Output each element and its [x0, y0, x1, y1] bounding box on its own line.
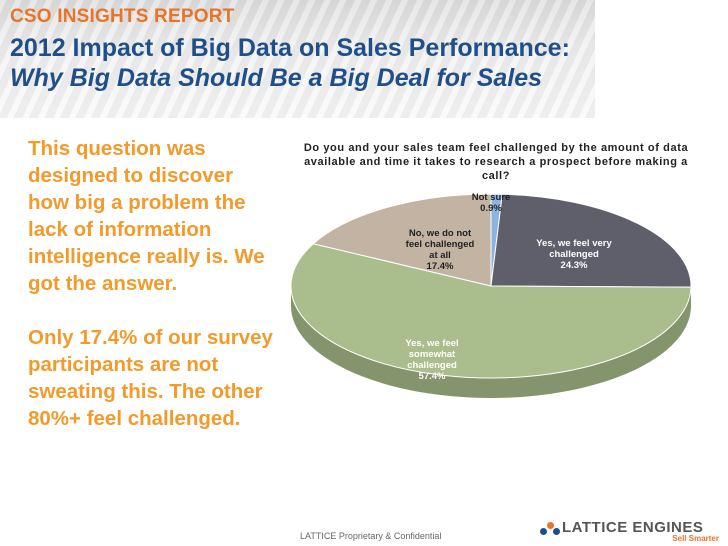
pie-label-3: No, we do not feel challenged at all 17.4%: [406, 228, 475, 272]
logo-name: LATTICE ENGINES: [562, 519, 704, 536]
lattice-engines-logo: LATTICE ENGINES Sell Smarter: [538, 519, 723, 543]
chart-title: Do you and your sales team feel challeng…: [303, 142, 689, 182]
logo-dot-icon: [547, 522, 554, 529]
commentary: This question was designed to discover h…: [28, 135, 278, 432]
logo-tagline: Sell Smarter: [672, 534, 719, 543]
report-subtitle: Why Big Data Should Be a Big Deal for Sa…: [10, 64, 543, 92]
pie-slice-side: [291, 286, 691, 398]
pie-label-0: Not sure 0.9%: [472, 192, 511, 214]
pie-slice-1: [490, 193, 692, 288]
report-kicker: CSO INSIGHTS REPORT: [10, 6, 235, 27]
commentary-paragraph-1: This question was designed to discover h…: [28, 137, 265, 295]
report-title: 2012 Impact of Big Data on Sales Perform…: [10, 34, 570, 62]
logo-dot-icon: [540, 528, 547, 535]
pie-label-1: Yes, we feel very challenged 24.3%: [536, 238, 612, 271]
logo-dot-icon: [553, 528, 560, 535]
commentary-paragraph-2: Only 17.4% of our survey participants ar…: [28, 326, 273, 430]
pie-slice-3: [312, 193, 492, 287]
pie-label-2: Yes, we feel somewhat challenged 57.4%: [405, 338, 458, 382]
pie-slice-2: [290, 243, 692, 379]
report-banner: CSO INSIGHTS REPORT 2012 Impact of Big D…: [0, 0, 595, 118]
confidential-note: LATTICE Proprietary & Confidential: [300, 531, 442, 541]
pie-chart: Not sure 0.9% Yes, we feel very challenged 2…: [290, 192, 692, 398]
